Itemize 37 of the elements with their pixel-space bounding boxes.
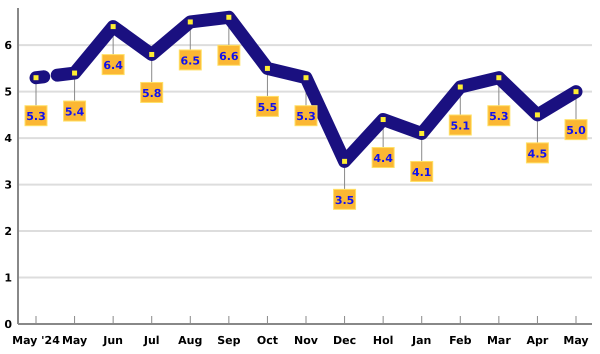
x-tick-label: Apr (526, 334, 549, 347)
data-label: 5.3 (489, 110, 509, 124)
y-tick-label: 0 (4, 318, 12, 331)
data-label: 5.8 (142, 86, 162, 100)
x-tick-label: Oct (256, 334, 278, 347)
x-tick-label: Jun (102, 334, 124, 347)
x-tick-label: Dec (333, 334, 356, 347)
data-label: 5.3 (26, 110, 46, 124)
x-tick-label: Jan (411, 334, 432, 347)
x-tick-label: Sep (217, 334, 241, 347)
x-tick-label: Hol (372, 334, 394, 347)
x-tick-label: May (563, 334, 589, 347)
data-label: 4.1 (412, 166, 432, 179)
data-label: 5.3 (296, 110, 316, 124)
data-label: 4.5 (528, 147, 548, 160)
x-tick-label: Aug (178, 334, 202, 347)
data-label: 5.1 (450, 120, 470, 132)
x-tick-label: Jul (142, 334, 160, 347)
x-tick-label: Feb (449, 334, 472, 347)
y-tick-label: 1 (4, 272, 12, 285)
y-tick-label: 3 (4, 178, 12, 192)
y-tick-label: 5 (4, 86, 12, 99)
y-tick-label: 6 (4, 39, 12, 52)
x-tick-label: Nov (294, 334, 319, 347)
data-label: 4.4 (373, 152, 394, 166)
x-tick-label: Mar (486, 334, 512, 347)
data-label: 6.6 (219, 50, 239, 63)
data-label: 6.4 (103, 59, 124, 72)
x-tick-label: May (62, 334, 88, 347)
x-tick-label: May '24 (12, 334, 60, 347)
data-label: 5.0 (566, 124, 586, 138)
data-label: 3.5 (334, 194, 354, 207)
data-label: 5.4 (64, 106, 85, 119)
y-tick-label: 2 (4, 225, 12, 238)
data-label: 6.5 (180, 54, 200, 68)
y-tick-label: 4 (4, 132, 12, 146)
data-label: 5.5 (258, 100, 278, 114)
